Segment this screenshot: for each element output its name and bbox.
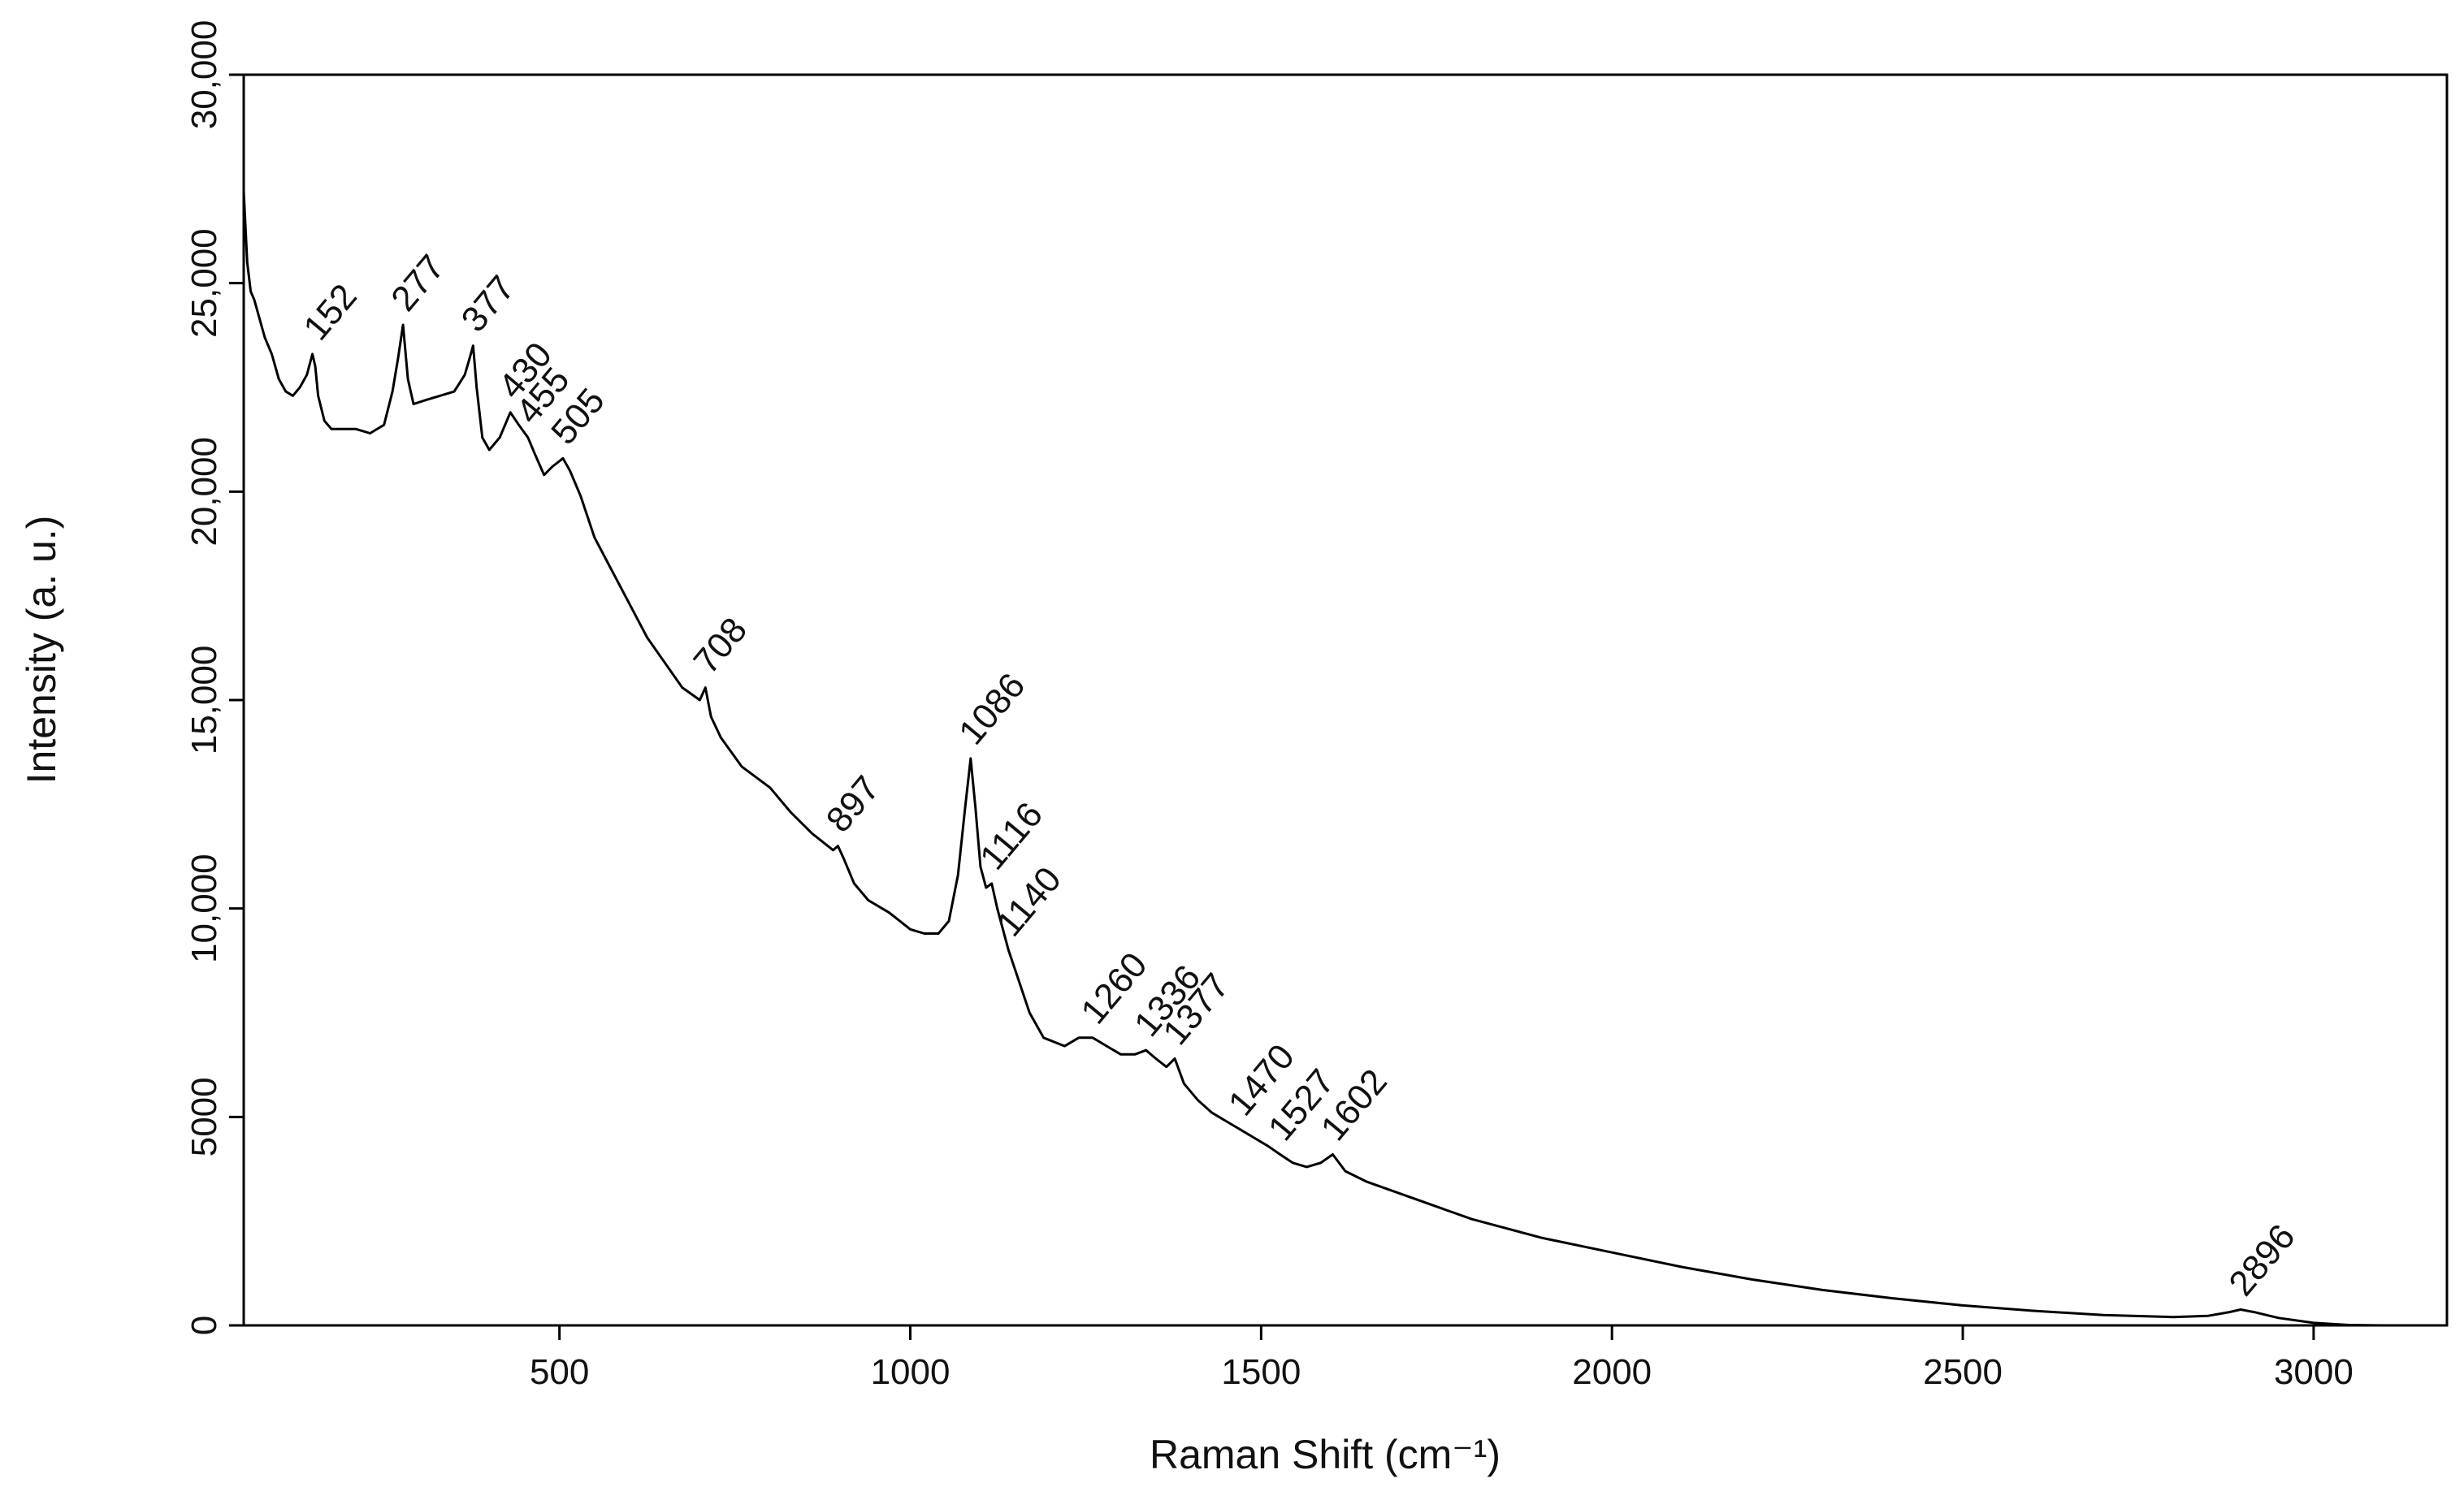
- x-tick-label: 2000: [1572, 1352, 1652, 1392]
- x-tick-label: 500: [530, 1352, 589, 1392]
- peak-label: 1086: [951, 666, 1033, 752]
- y-axis: 0 5000 10,000 15,000 20,000 25,000 30,000: [184, 20, 244, 1335]
- x-tick-label: 2500: [1923, 1352, 2003, 1392]
- y-tick-label: 30,000: [184, 20, 224, 130]
- peak-label: 708: [686, 610, 755, 681]
- x-tick-label: 3000: [2274, 1352, 2354, 1392]
- peak-labels: 152 277 3774304555057088971086111611401260…: [296, 248, 2302, 1303]
- spectrum-series-line: [242, 191, 2447, 1327]
- peak-label: 2896: [2221, 1217, 2302, 1303]
- x-tick-label: 1500: [1221, 1352, 1301, 1392]
- x-axis-title: Raman Shift (cm⁻¹): [1150, 1432, 1500, 1477]
- peak-label: 152: [296, 277, 365, 348]
- y-tick-label: 15,000: [184, 646, 224, 755]
- y-tick-label: 5000: [184, 1077, 224, 1156]
- peak-label: 897: [819, 768, 888, 840]
- y-tick-label: 20,000: [184, 437, 224, 547]
- y-tick-label: 10,000: [184, 854, 224, 963]
- y-tick-label: 0: [184, 1316, 224, 1335]
- x-tick-label: 1000: [871, 1352, 951, 1392]
- x-axis: 500 1000 1500 2000 2500 3000: [530, 1325, 2354, 1392]
- peak-label: 377: [454, 268, 523, 339]
- y-axis-title: Intensity (a. u.): [19, 516, 64, 785]
- y-tick-label: 25,000: [184, 228, 224, 338]
- peak-label: 277: [383, 248, 453, 319]
